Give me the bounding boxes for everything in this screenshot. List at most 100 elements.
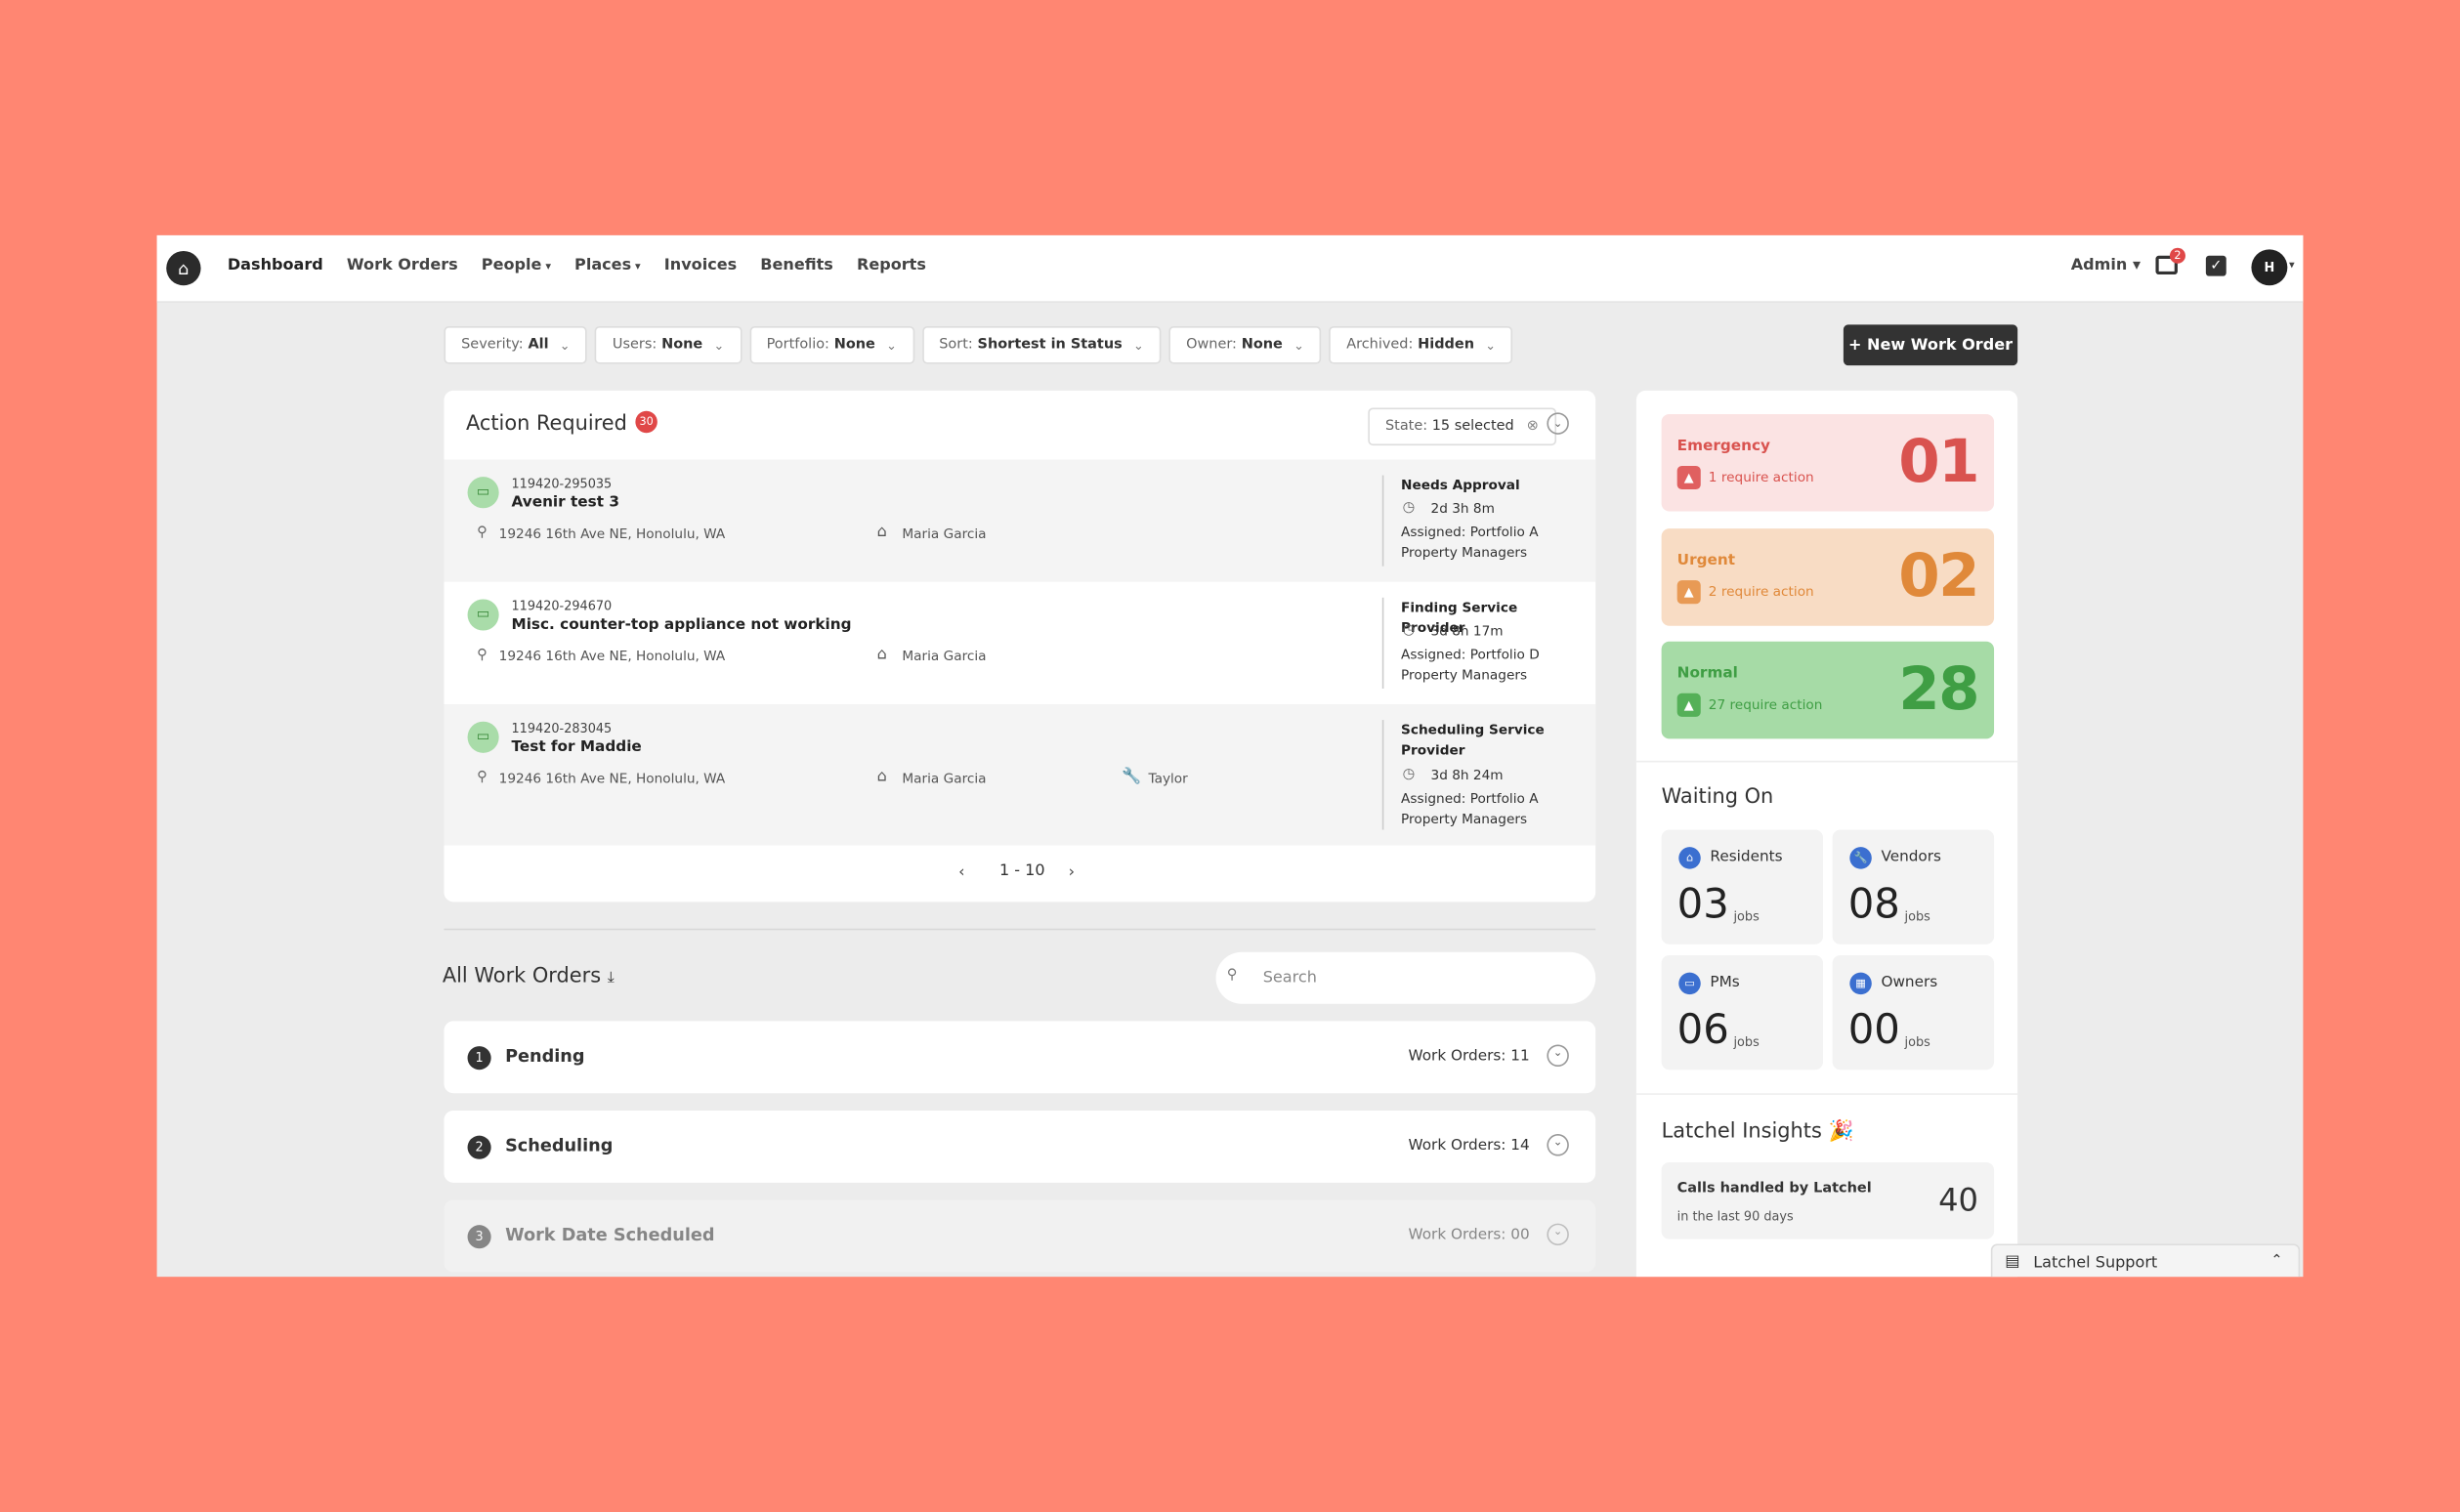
- filter[interactable]: Severity: All ⌄: [444, 326, 588, 364]
- search-placeholder: Search: [1262, 969, 1317, 987]
- wo-time: 3d 8h 24m: [1430, 768, 1504, 784]
- avatar[interactable]: H: [2251, 249, 2288, 286]
- filter-value: None: [1241, 337, 1283, 354]
- warning-icon: ▲: [1676, 465, 1701, 490]
- tile-unit: jobs: [1904, 1034, 1930, 1050]
- work-order-row[interactable]: ▭ 119420-294670 Misc. counter-top applianc…: [444, 581, 1596, 705]
- tile-icon: ▦: [1849, 972, 1872, 995]
- tile-name: Owners: [1881, 974, 1938, 991]
- filter[interactable]: Users: None ⌄: [595, 326, 742, 364]
- support-icon: ▤: [2005, 1253, 2020, 1271]
- messages-icon[interactable]: [2155, 255, 2178, 275]
- wo-time: 2d 3h 8m: [1430, 501, 1495, 518]
- wo-icon: ▭: [467, 721, 499, 753]
- severity-card[interactable]: Urgent ▲ 2 require action 02: [1661, 527, 1995, 625]
- severity-name: Urgent: [1676, 551, 1736, 569]
- nav-item[interactable]: People ▾: [481, 257, 551, 275]
- nav-item[interactable]: Reports: [856, 257, 926, 275]
- chevron: ⌄: [713, 338, 725, 353]
- filter-label: Archived:: [1346, 337, 1414, 354]
- chevron: ⌄: [886, 338, 897, 353]
- status-group[interactable]: 2 Scheduling Work Orders: 14 ⌄: [444, 1110, 1596, 1183]
- insights-title-text: Latchel Insights: [1661, 1119, 1822, 1144]
- group-count: Work Orders: 11: [1408, 1047, 1530, 1066]
- expand-toggle[interactable]: ⌄: [1547, 1134, 1569, 1156]
- filter[interactable]: Sort: Shortest in Status ⌄: [921, 326, 1162, 364]
- filter[interactable]: Archived: Hidden ⌄: [1329, 326, 1513, 364]
- wo-title: Test for Maddie: [511, 738, 642, 757]
- search-box[interactable]: ⚲ Search: [1215, 951, 1596, 1004]
- support-tab[interactable]: ▤ Latchel Support ⌃: [1990, 1243, 2301, 1278]
- panel-title: Action Required: [465, 412, 627, 437]
- group-number: 2: [467, 1135, 491, 1159]
- nav-item[interactable]: Places ▾: [574, 257, 641, 275]
- all-work-orders-title: All Work Orders ⤓: [442, 964, 615, 988]
- status-group[interactable]: 1 Pending Work Orders: 11 ⌄: [444, 1021, 1596, 1094]
- wo-title: Misc. counter-top appliance not working: [511, 616, 852, 634]
- nav-items: Dashboard Work Orders People ▾ Places ▾ Invo…: [228, 257, 950, 274]
- work-order-row[interactable]: ▭ 119420-283045 Test for Maddie ⚲ 19246 16th…: [444, 704, 1596, 846]
- waiting-tile[interactable]: ▭ PMs 06 jobs: [1661, 954, 1824, 1071]
- nav-item[interactable]: Invoices: [663, 257, 738, 275]
- waiting-tile[interactable]: 🔧 Vendors 08 jobs: [1832, 829, 1995, 945]
- waiting-tile[interactable]: ⌂ Residents 03 jobs: [1661, 829, 1824, 945]
- waiting-tile[interactable]: ▦ Owners 00 jobs: [1832, 954, 1995, 1071]
- divider: [444, 928, 1596, 931]
- tile-unit: jobs: [1733, 909, 1760, 924]
- wrench-icon: 🔧: [1122, 768, 1142, 786]
- group-name: Work Date Scheduled: [505, 1225, 715, 1246]
- caret: ▾: [631, 260, 641, 273]
- tile-name: Vendors: [1881, 848, 1941, 866]
- logo[interactable]: ⌂: [166, 250, 201, 286]
- wo-icon: ▭: [467, 477, 499, 509]
- admin-label: Admin: [2070, 257, 2128, 275]
- group-number: 3: [467, 1225, 491, 1249]
- tile-count: 08: [1847, 881, 1900, 929]
- work-order-row[interactable]: ▭ 119420-295035 Avenir test 3 ⚲ 19246 16th A…: [444, 459, 1596, 582]
- chevron: ⌄: [559, 338, 571, 353]
- nav-item[interactable]: Work Orders: [346, 257, 458, 275]
- status-divider: [1381, 597, 1384, 689]
- severity-card[interactable]: Normal ▲ 27 require action 28: [1661, 641, 1995, 739]
- prev-page[interactable]: ‹: [958, 863, 965, 882]
- divider: [1635, 760, 2018, 763]
- status-group[interactable]: 3 Work Date Scheduled Work Orders: 00 ⌄: [444, 1199, 1596, 1273]
- next-page[interactable]: ›: [1068, 863, 1076, 882]
- new-work-order-button[interactable]: + New Work Order: [1843, 324, 2018, 366]
- state-filter[interactable]: State: 15 selected ⊗: [1368, 407, 1556, 446]
- filter[interactable]: Owner: None ⌄: [1168, 326, 1322, 364]
- divider: [1635, 1093, 2018, 1095]
- admin-menu[interactable]: Admin ▾: [2070, 257, 2142, 275]
- tile-count: 00: [1847, 1006, 1900, 1055]
- filter-value: None: [661, 337, 703, 354]
- severity-card[interactable]: Emergency ▲ 1 require action 01: [1661, 413, 1995, 512]
- chevron: ⌄: [1132, 338, 1144, 353]
- severity-name: Normal: [1676, 664, 1738, 683]
- insight-title: Calls handled by Latchel: [1676, 1181, 1872, 1197]
- wo-assigned: Assigned: Portfolio A Property Managers: [1401, 525, 1539, 562]
- wo-assigned: Assigned: Portfolio A Property Managers: [1401, 791, 1539, 828]
- filter-label: Portfolio:: [766, 337, 829, 354]
- warning-icon: ▲: [1676, 579, 1701, 604]
- expand-toggle[interactable]: ⌄: [1547, 1044, 1569, 1067]
- tile-name: Residents: [1710, 848, 1783, 866]
- wo-vendor: Taylor: [1148, 772, 1188, 788]
- expand-toggle[interactable]: ⌄: [1547, 1223, 1569, 1246]
- nav-item[interactable]: Dashboard: [227, 257, 323, 275]
- pin-icon: ⚲: [477, 770, 488, 786]
- severity-note: 2 require action: [1708, 584, 1814, 601]
- wo-assigned: Assigned: Portfolio D Property Managers: [1401, 648, 1540, 685]
- tasks-icon[interactable]: ✓: [2205, 255, 2227, 276]
- support-label: Latchel Support: [2033, 1254, 2158, 1273]
- wo-address: 19246 16th Ave NE, Honolulu, WA: [498, 649, 726, 665]
- collapse-toggle[interactable]: ⌄: [1547, 412, 1569, 435]
- nav-item[interactable]: Benefits: [760, 257, 833, 275]
- filter-value: Shortest in Status: [977, 337, 1123, 354]
- filter-label: Owner:: [1186, 337, 1237, 354]
- wo-address: 19246 16th Ave NE, Honolulu, WA: [498, 772, 726, 788]
- title-text: All Work Orders: [442, 964, 602, 988]
- filter[interactable]: Portfolio: None ⌄: [748, 326, 914, 364]
- wo-manager: Maria Garcia: [902, 772, 987, 788]
